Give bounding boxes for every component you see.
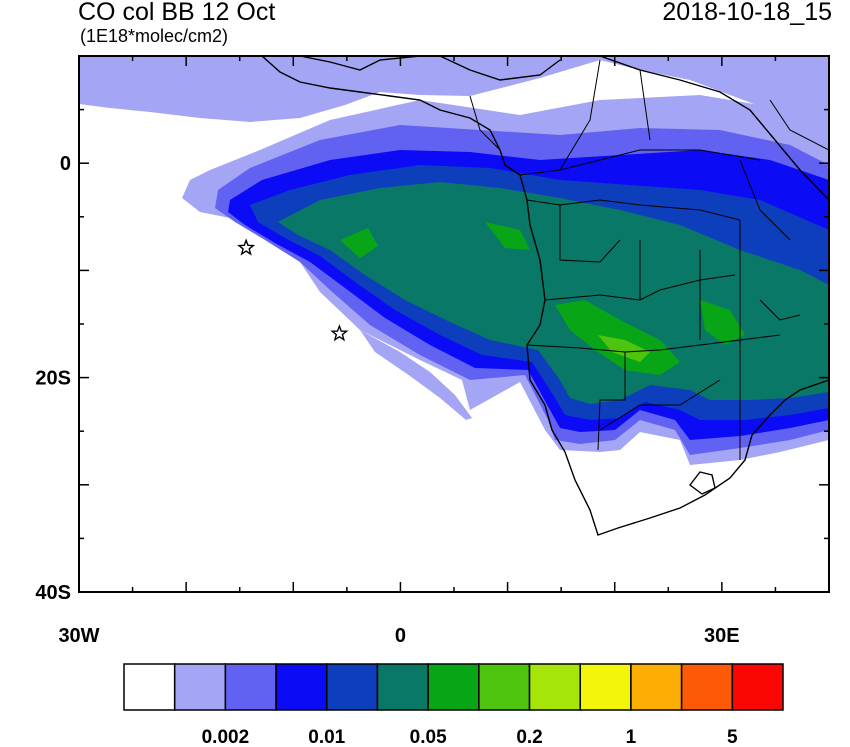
colorbar-box xyxy=(579,663,632,711)
axis-ticks: 0 20S 40S 30W 0 30E xyxy=(35,55,830,647)
co-level-0.05 xyxy=(278,182,829,404)
colorbar-box xyxy=(731,663,784,711)
y-tick-label: 40S xyxy=(35,582,71,604)
colorbar-box xyxy=(630,663,683,711)
colorbar: 0.002 0.01 0.05 0.2 1 5 xyxy=(123,663,784,747)
colorbar-box xyxy=(680,663,734,711)
co-level-0.2 xyxy=(598,335,650,362)
coastlines xyxy=(261,56,829,536)
colorbar-box xyxy=(123,663,176,711)
colorbar-box xyxy=(275,663,328,711)
colorbar-label: 5 xyxy=(727,727,738,747)
site-markers xyxy=(237,238,349,342)
colorbar-box xyxy=(427,663,480,711)
star-marker xyxy=(330,324,349,342)
star-marker xyxy=(237,238,256,256)
x-tick-label: 0 xyxy=(395,625,406,647)
timestamp-label: 2018-10-18_15 xyxy=(662,0,832,26)
colorbar-label: 0.002 xyxy=(202,727,250,747)
co-level-0.1 xyxy=(485,222,530,250)
colorbar-box xyxy=(376,663,429,711)
colorbar-box xyxy=(478,663,531,711)
units-label: (1E18*molec/cm2) xyxy=(80,26,229,46)
colorbar-box xyxy=(224,663,277,711)
colorbar-label: 0.2 xyxy=(516,727,542,747)
y-tick-label: 20S xyxy=(35,368,71,390)
colorbar-label: 1 xyxy=(626,727,637,747)
colorbar-label: 0.01 xyxy=(308,727,345,747)
co-level-0.1 xyxy=(700,300,745,345)
co-plume-field xyxy=(79,56,829,536)
co-level-0.1 xyxy=(555,300,680,375)
co-level-0.002-streak xyxy=(360,330,472,420)
colorbar-box xyxy=(528,663,581,711)
colorbar-box xyxy=(326,663,379,711)
plot-title: CO col BB 12 Oct xyxy=(78,0,276,26)
colorbar-box xyxy=(173,663,227,711)
colorbar-label: 0.05 xyxy=(410,727,447,747)
co-level-0.002 xyxy=(79,56,829,135)
x-tick-label: 30W xyxy=(58,625,99,647)
country-borders xyxy=(469,59,829,460)
co-level-0.1 xyxy=(340,228,378,258)
y-tick-label: 0 xyxy=(60,153,71,175)
x-tick-label: 30E xyxy=(704,625,740,647)
